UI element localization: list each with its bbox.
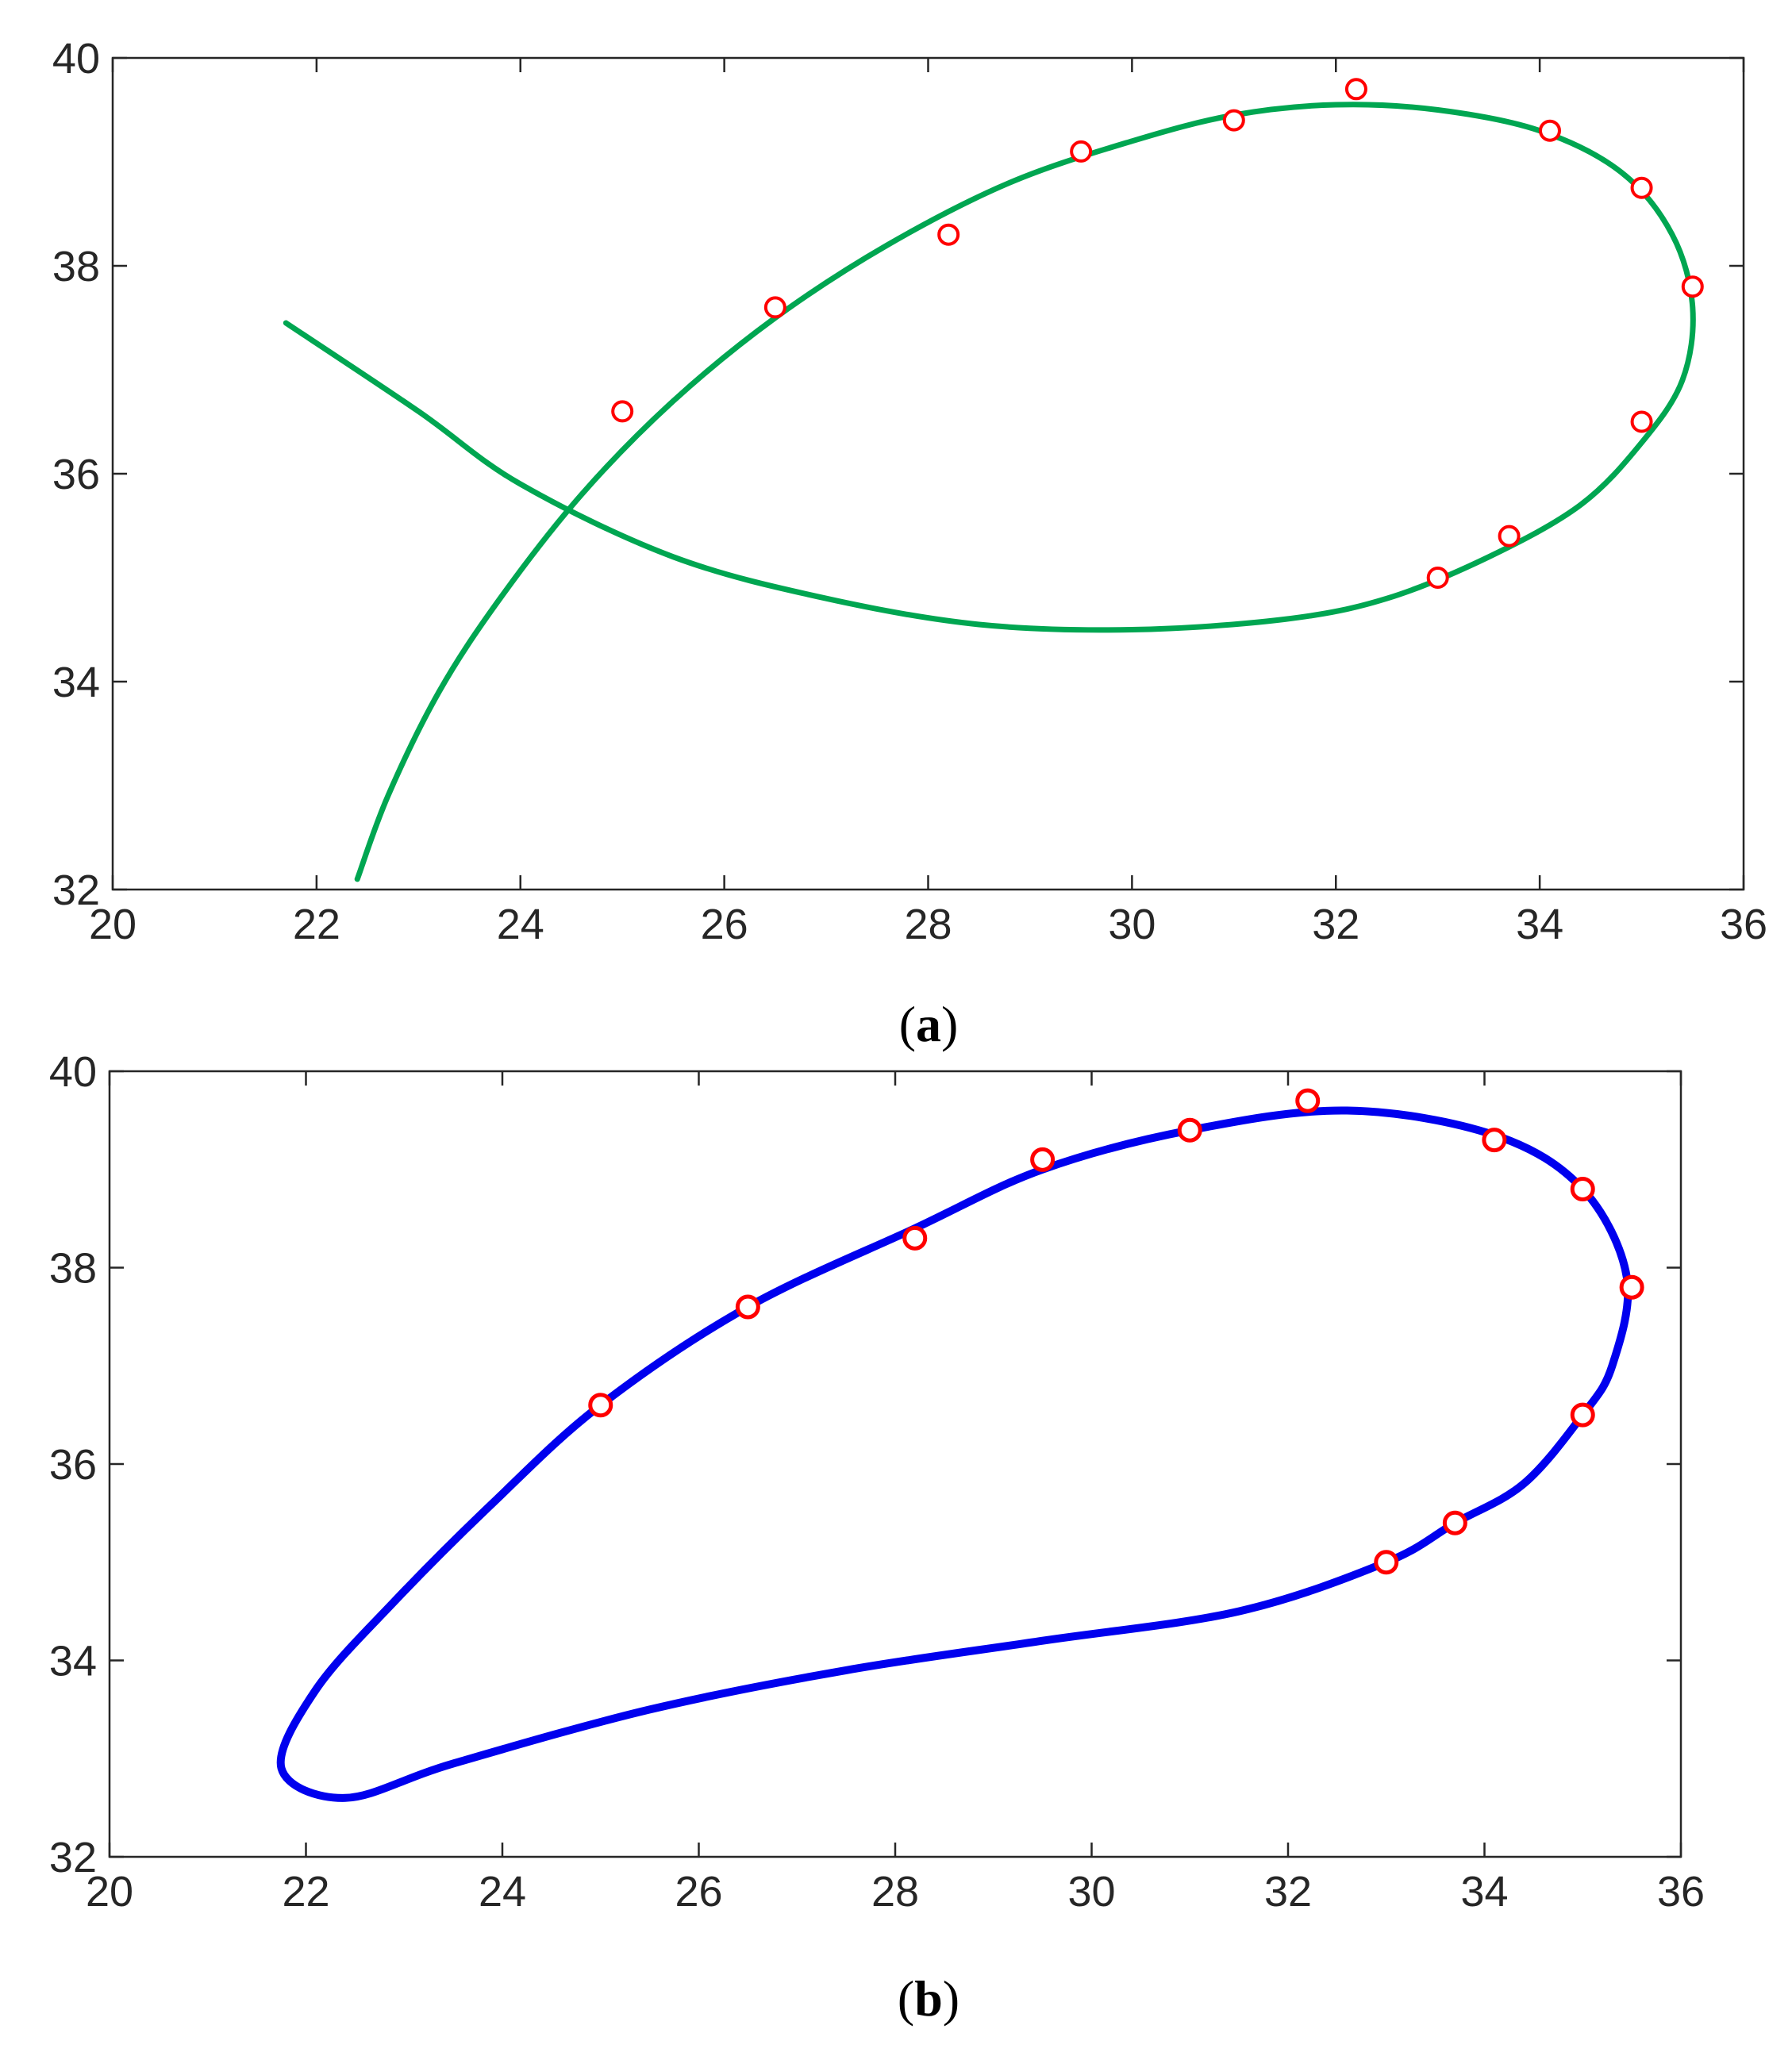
series-layer-b	[276, 1088, 1644, 1802]
data-point-marker	[1030, 1147, 1056, 1172]
x-tick-label: 36	[1657, 1868, 1705, 1916]
x-tick-label: 34	[1516, 901, 1563, 948]
x-tick-label: 20	[89, 901, 137, 948]
x-tick-label: 36	[1720, 901, 1767, 948]
data-point-marker	[1295, 1088, 1321, 1113]
axis-ticks-a	[111, 56, 1745, 891]
x-tick-label: 30	[1067, 1868, 1115, 1916]
y-tick-label: 36	[52, 451, 100, 498]
y-tick-label: 38	[49, 1245, 97, 1293]
data-point-marker	[1630, 176, 1653, 199]
data-point-marker	[1538, 119, 1561, 142]
data-point-marker	[588, 1393, 613, 1418]
x-tick-label: 26	[701, 901, 748, 948]
plot-area-b	[108, 1070, 1682, 1858]
x-tick-label: 24	[497, 901, 544, 948]
y-tick-label: 34	[52, 659, 100, 706]
data-point-marker	[1374, 1550, 1399, 1575]
fitted-curve-a	[283, 102, 1696, 882]
data-point-marker	[1570, 1402, 1595, 1428]
data-point-marker	[763, 296, 786, 319]
x-tick-label: 28	[904, 901, 952, 948]
x-axis-labels-b: 20 22 24 26 28 30 32 34 36	[86, 1868, 1705, 1916]
x-tick-label: 34	[1460, 1868, 1508, 1916]
y-tick-label: 38	[52, 243, 100, 290]
data-point-marker	[1630, 410, 1653, 433]
x-tick-label: 26	[675, 1868, 722, 1916]
data-point-marker	[1619, 1274, 1644, 1300]
x-tick-label: 30	[1108, 901, 1156, 948]
data-point-marker	[735, 1294, 760, 1320]
data-point-marker	[611, 400, 634, 423]
data-point-marker	[1498, 525, 1521, 548]
data-point-marker	[1344, 78, 1367, 101]
y-tick-label: 32	[49, 1834, 97, 1881]
y-tick-label: 32	[52, 867, 100, 914]
data-point-marker	[1426, 567, 1449, 589]
x-tick-label: 22	[293, 901, 340, 948]
data-point-marker	[1442, 1510, 1467, 1535]
data-point-marker	[1482, 1128, 1507, 1153]
axis-ticks-b	[108, 1070, 1682, 1858]
data-point-marker	[937, 223, 960, 246]
data-point-marker	[1070, 140, 1093, 163]
data-point-marker	[1177, 1117, 1202, 1143]
x-tick-label: 32	[1312, 901, 1359, 948]
x-axis-labels-a: 20 22 24 26 28 30 32 34 36	[89, 901, 1767, 948]
x-tick-label: 28	[871, 1868, 919, 1916]
chart-panel-b: 20 22 24 26 28 30 32 34 36 32 34 36 38 40 (b)	[49, 1048, 1705, 2027]
y-tick-label: 40	[52, 35, 100, 83]
caption-b: (b)	[898, 1970, 959, 2027]
data-point-marker	[902, 1225, 928, 1251]
y-tick-label: 36	[49, 1441, 97, 1489]
y-axis-labels-b: 32 34 36 38 40	[49, 1048, 97, 1881]
y-tick-label: 40	[49, 1048, 97, 1096]
series-layer-a	[283, 78, 1704, 882]
x-tick-label: 20	[86, 1868, 133, 1916]
fitted-curve-b	[276, 1106, 1632, 1802]
plot-area-a	[111, 56, 1745, 891]
data-point-marker	[1222, 109, 1245, 132]
data-point-marker	[1681, 275, 1704, 298]
y-axis-labels-a: 32 34 36 38 40	[52, 35, 100, 914]
caption-a: (a)	[899, 996, 959, 1052]
x-tick-label: 32	[1264, 1868, 1312, 1916]
x-tick-label: 22	[282, 1868, 329, 1916]
y-tick-label: 34	[49, 1638, 97, 1685]
x-tick-label: 24	[479, 1868, 526, 1916]
data-point-marker	[1570, 1177, 1595, 1201]
chart-panel-a: 20 22 24 26 28 30 32 34 36 32 34 36 38 40 (a)	[52, 35, 1767, 1052]
